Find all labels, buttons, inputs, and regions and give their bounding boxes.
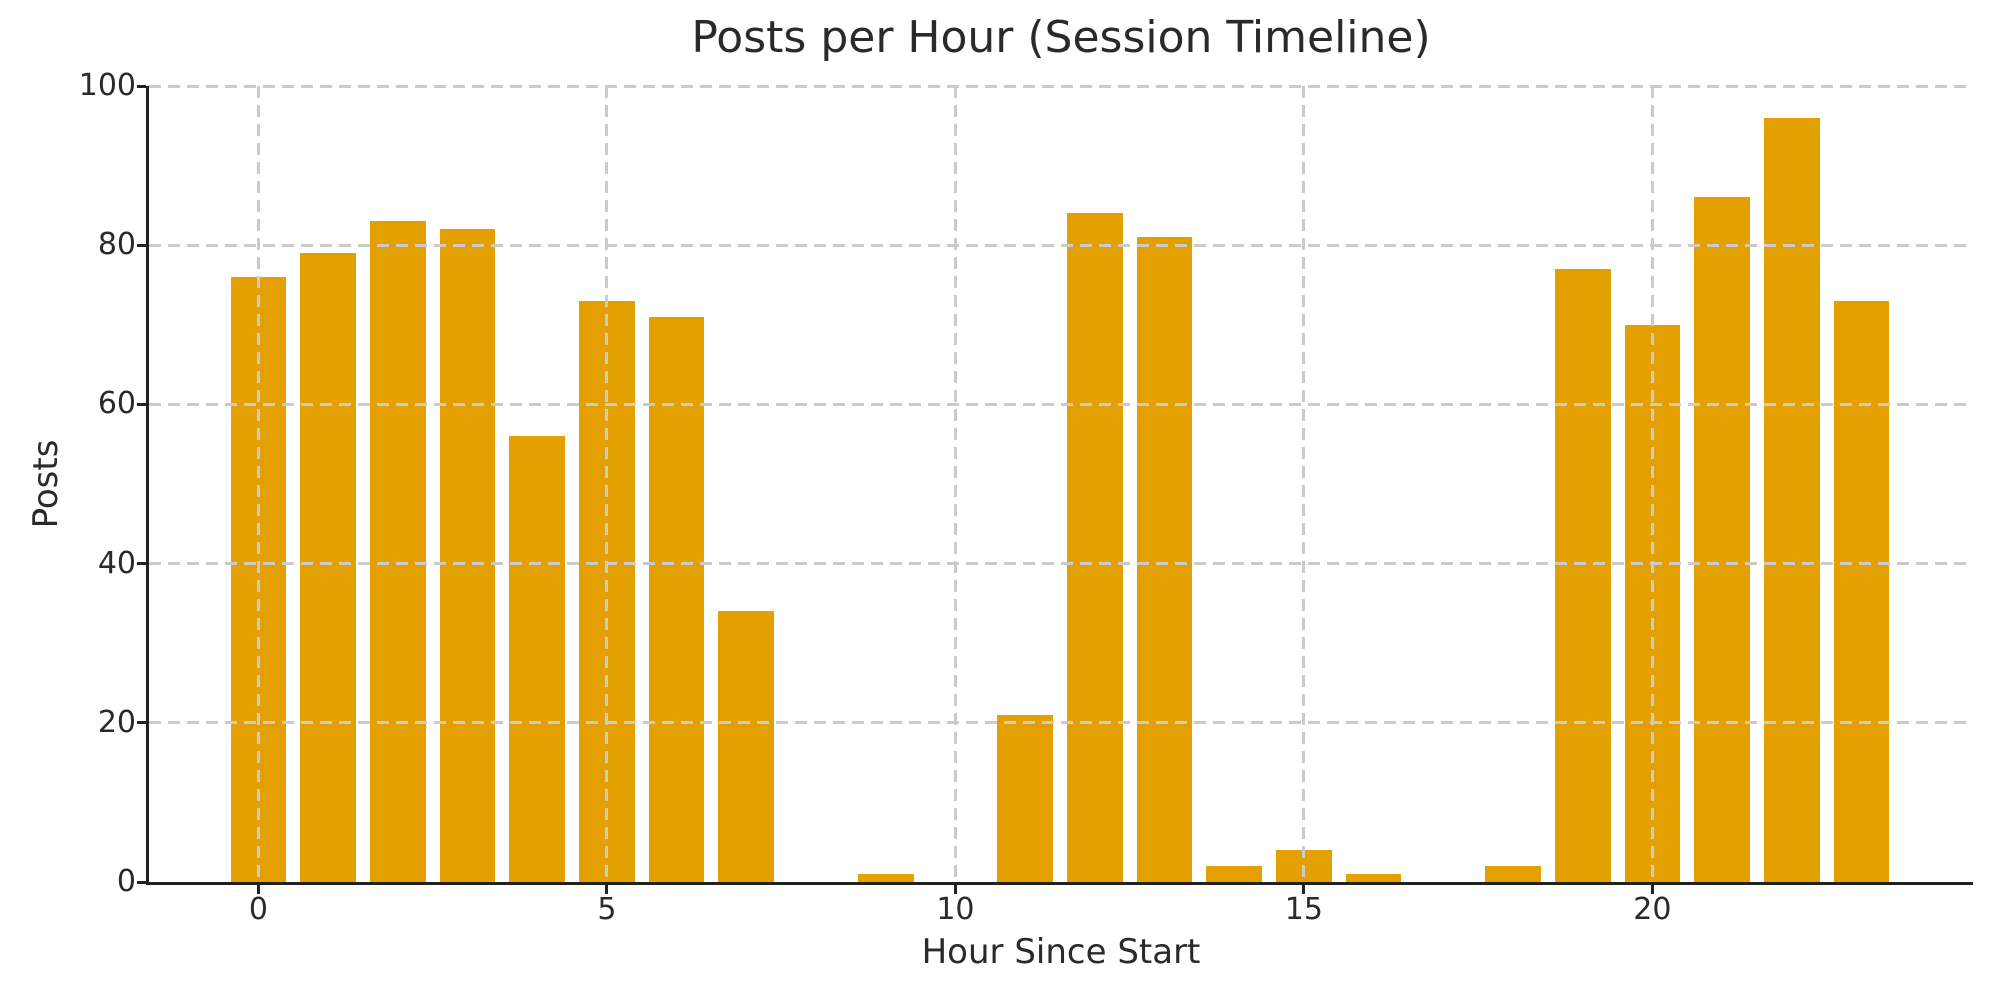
y-tick-label-60: 60 — [97, 386, 136, 422]
bar-hour-20 — [1624, 324, 1681, 882]
x-axis-spine — [146, 882, 1973, 885]
y-tick-label-100: 100 — [78, 68, 136, 103]
y-tick-80 — [137, 243, 146, 247]
gridline-y-100 — [149, 84, 1973, 88]
x-tick-label-5: 5 — [597, 892, 617, 927]
x-axis-label: Hour Since Start — [921, 932, 1201, 972]
y-axis-label: Posts — [26, 439, 66, 529]
bar-hour-14 — [1206, 866, 1263, 882]
gridline-x-15 — [1302, 86, 1306, 882]
y-tick-0 — [137, 880, 146, 884]
bar-hour-5 — [579, 300, 635, 882]
bar-hour-19 — [1554, 269, 1611, 882]
bar-hour-13 — [1136, 237, 1193, 882]
y-tick-60 — [137, 402, 146, 406]
y-tick-100 — [137, 84, 146, 88]
y-axis-spine — [146, 86, 149, 882]
bar-hour-23 — [1833, 300, 1890, 882]
y-tick-label-20: 20 — [97, 704, 136, 740]
x-tick-0 — [256, 885, 260, 894]
bar-hour-2 — [369, 221, 426, 882]
x-tick-label-10: 10 — [936, 892, 975, 927]
bar-hour-18 — [1485, 866, 1541, 882]
y-tick-label-80: 80 — [97, 227, 136, 263]
bar-hour-0 — [230, 277, 287, 882]
bar-hour-4 — [509, 436, 566, 882]
x-tick-label-20: 20 — [1633, 892, 1672, 927]
x-tick-20 — [1650, 885, 1654, 894]
bar-hour-7 — [718, 611, 775, 882]
chart-title: Posts per Hour (Session Timeline) — [691, 12, 1431, 63]
x-tick-label-0: 0 — [248, 892, 268, 927]
bar-hour-12 — [1066, 213, 1123, 882]
gridline-x-10 — [953, 86, 957, 882]
y-tick-40 — [137, 562, 146, 566]
bar-hour-1 — [300, 253, 356, 882]
bar-hour-11 — [997, 714, 1053, 882]
y-tick-label-40: 40 — [97, 545, 136, 581]
y-tick-label-0: 0 — [116, 864, 136, 899]
bar-hour-16 — [1345, 874, 1402, 882]
x-tick-15 — [1302, 885, 1306, 894]
bar-hour-9 — [857, 874, 914, 882]
bar-hour-22 — [1763, 117, 1820, 882]
bar-hour-3 — [439, 229, 496, 882]
bar-hour-6 — [648, 316, 705, 882]
bar-hour-21 — [1694, 197, 1750, 882]
x-tick-5 — [605, 885, 609, 894]
x-tick-label-15: 15 — [1284, 892, 1323, 927]
x-tick-10 — [953, 885, 957, 894]
y-tick-20 — [137, 721, 146, 725]
bar-hour-15 — [1276, 850, 1332, 882]
